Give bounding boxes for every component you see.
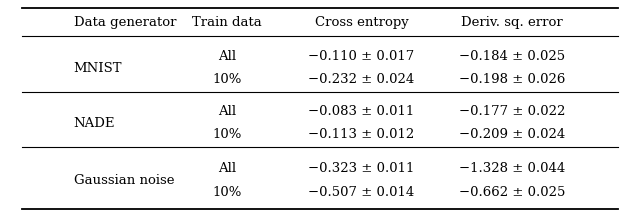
Text: −0.662 ± 0.025: −0.662 ± 0.025 [459, 186, 565, 199]
Text: Train data: Train data [193, 16, 262, 30]
Text: All: All [218, 105, 236, 118]
Text: 10%: 10% [212, 186, 242, 199]
Text: −0.184 ± 0.025: −0.184 ± 0.025 [459, 50, 565, 64]
Text: −0.110 ± 0.017: −0.110 ± 0.017 [308, 50, 415, 64]
Text: NADE: NADE [74, 117, 115, 130]
Text: 10%: 10% [212, 73, 242, 87]
Text: −0.113 ± 0.012: −0.113 ± 0.012 [308, 128, 415, 141]
Text: −0.083 ± 0.011: −0.083 ± 0.011 [308, 105, 415, 118]
Text: −0.177 ± 0.022: −0.177 ± 0.022 [459, 105, 565, 118]
Text: All: All [218, 162, 236, 175]
Text: Gaussian noise: Gaussian noise [74, 174, 174, 187]
Text: −0.209 ± 0.024: −0.209 ± 0.024 [459, 128, 565, 141]
Text: −0.198 ± 0.026: −0.198 ± 0.026 [459, 73, 565, 87]
Text: −0.507 ± 0.014: −0.507 ± 0.014 [308, 186, 415, 199]
Text: −1.328 ± 0.044: −1.328 ± 0.044 [459, 162, 565, 175]
Text: Data generator: Data generator [74, 16, 176, 30]
Text: All: All [218, 50, 236, 64]
Text: 10%: 10% [212, 128, 242, 141]
Text: −0.232 ± 0.024: −0.232 ± 0.024 [308, 73, 415, 87]
Text: MNIST: MNIST [74, 62, 122, 75]
Text: −0.323 ± 0.011: −0.323 ± 0.011 [308, 162, 415, 175]
Text: Deriv. sq. error: Deriv. sq. error [461, 16, 563, 30]
Text: Cross entropy: Cross entropy [315, 16, 408, 30]
